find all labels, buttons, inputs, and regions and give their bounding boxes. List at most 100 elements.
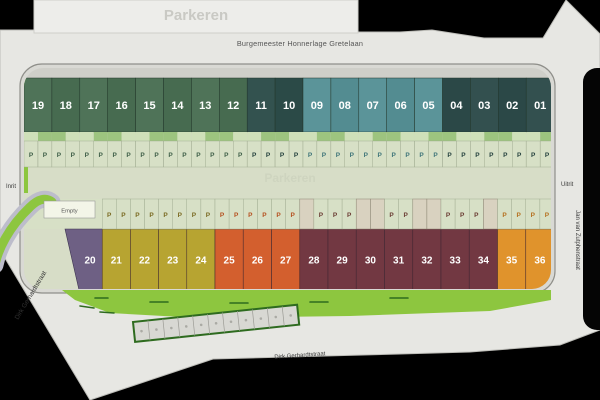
svg-text:P: P [333, 212, 338, 219]
svg-text:P: P [149, 212, 154, 219]
svg-text:P: P [248, 212, 253, 219]
svg-text:P: P [502, 212, 507, 219]
svg-text:05: 05 [422, 100, 434, 112]
svg-text:P: P [280, 152, 285, 159]
svg-text:28: 28 [308, 256, 320, 267]
svg-text:35: 35 [506, 256, 518, 267]
svg-text:23: 23 [167, 256, 179, 267]
svg-text:P: P [154, 152, 159, 159]
svg-text:P: P [224, 152, 229, 159]
svg-text:P: P [276, 212, 281, 219]
svg-text:P: P [474, 212, 479, 219]
svg-text:P: P [419, 152, 424, 159]
svg-text:18: 18 [60, 100, 72, 112]
svg-text:P: P [503, 152, 508, 159]
svg-text:22: 22 [139, 256, 151, 267]
svg-text:33: 33 [450, 256, 462, 267]
svg-text:P: P [475, 152, 480, 159]
svg-text:17: 17 [88, 100, 100, 112]
svg-text:P: P [135, 212, 140, 219]
svg-text:P: P [460, 212, 465, 219]
svg-text:Parkeren: Parkeren [164, 7, 228, 24]
svg-text:P: P [389, 212, 394, 219]
svg-text:02: 02 [506, 100, 518, 112]
svg-text:P: P [266, 152, 271, 159]
svg-text:P: P [210, 152, 215, 159]
svg-text:07: 07 [367, 100, 379, 112]
svg-text:P: P [168, 152, 173, 159]
svg-text:29: 29 [337, 256, 349, 267]
svg-text:P: P [121, 212, 126, 219]
svg-text:P: P [294, 152, 299, 159]
svg-text:Empty: Empty [61, 209, 78, 215]
svg-text:P: P [336, 152, 341, 159]
svg-text:P: P [308, 152, 313, 159]
svg-text:25: 25 [224, 256, 236, 267]
svg-text:32: 32 [421, 256, 433, 267]
svg-text:P: P [182, 152, 187, 159]
svg-text:Jan van Zutphenstraat: Jan van Zutphenstraat [574, 210, 580, 270]
svg-text:21: 21 [111, 256, 123, 267]
svg-text:10: 10 [283, 100, 295, 112]
svg-text:P: P [163, 212, 168, 219]
svg-text:P: P [322, 152, 327, 159]
svg-text:P: P [447, 152, 452, 159]
svg-text:P: P [107, 212, 112, 219]
svg-text:P: P [291, 212, 296, 219]
svg-text:P: P [517, 152, 522, 159]
svg-text:30: 30 [365, 256, 377, 267]
svg-text:08: 08 [339, 100, 351, 112]
svg-text:03: 03 [478, 100, 490, 112]
svg-text:P: P [531, 212, 536, 219]
svg-text:P: P [126, 152, 131, 159]
svg-text:06: 06 [394, 100, 406, 112]
svg-text:P: P [319, 212, 324, 219]
svg-text:P: P [347, 212, 352, 219]
svg-text:P: P [178, 212, 183, 219]
svg-text:P: P [262, 212, 267, 219]
svg-text:24: 24 [195, 256, 207, 267]
svg-text:P: P [192, 212, 197, 219]
svg-text:26: 26 [252, 256, 264, 267]
svg-text:34: 34 [478, 256, 490, 267]
svg-text:P: P [405, 152, 410, 159]
svg-text:P: P [392, 152, 397, 159]
svg-text:P: P [29, 152, 34, 159]
svg-text:20: 20 [84, 256, 96, 267]
svg-text:15: 15 [143, 100, 155, 112]
svg-text:P: P [113, 152, 118, 159]
svg-text:27: 27 [280, 256, 292, 267]
svg-text:Inrit: Inrit [6, 184, 16, 190]
svg-text:P: P [545, 212, 550, 219]
svg-text:P: P [99, 152, 104, 159]
svg-text:P: P [206, 212, 211, 219]
svg-text:19: 19 [32, 100, 44, 112]
svg-text:P: P [57, 152, 62, 159]
svg-text:P: P [252, 152, 257, 159]
svg-text:P: P [489, 152, 494, 159]
svg-text:P: P [404, 212, 409, 219]
svg-text:P: P [433, 152, 438, 159]
svg-text:04: 04 [450, 100, 463, 112]
svg-text:P: P [196, 152, 201, 159]
svg-text:11: 11 [255, 100, 267, 112]
svg-text:P: P [234, 212, 239, 219]
svg-text:14: 14 [171, 100, 184, 112]
svg-text:31: 31 [393, 256, 405, 267]
svg-text:P: P [364, 152, 369, 159]
svg-text:P: P [517, 212, 522, 219]
svg-text:P: P [43, 152, 48, 159]
svg-text:P: P [238, 152, 243, 159]
svg-text:13: 13 [199, 100, 211, 112]
svg-text:09: 09 [311, 100, 323, 112]
svg-text:P: P [71, 152, 76, 159]
svg-text:16: 16 [115, 100, 127, 112]
svg-text:P: P [545, 152, 550, 159]
svg-text:P: P [446, 212, 451, 219]
svg-text:01: 01 [534, 100, 546, 112]
svg-text:P: P [85, 152, 90, 159]
svg-text:36: 36 [534, 256, 546, 267]
svg-text:Parkeren: Parkeren [264, 171, 315, 185]
svg-text:P: P [220, 212, 225, 219]
svg-text:P: P [350, 152, 355, 159]
